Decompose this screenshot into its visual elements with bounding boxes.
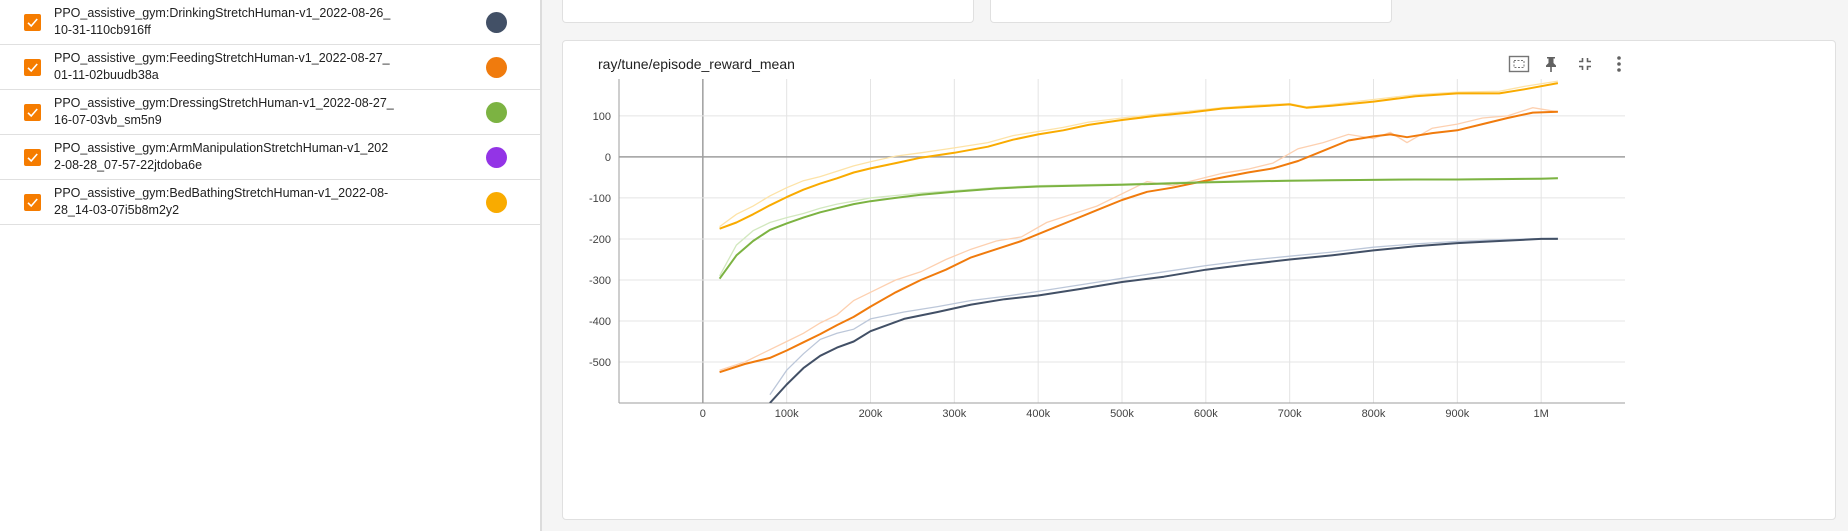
- raw-series-line: [769, 237, 1558, 396]
- x-tick-label: 600k: [1194, 408, 1218, 420]
- y-tick-label: -500: [589, 357, 611, 369]
- run-row[interactable]: PPO_assistive_gym:ArmManipulationStretch…: [0, 135, 540, 180]
- x-tick-label: 900k: [1445, 408, 1469, 420]
- x-tick-label: 500k: [1110, 408, 1134, 420]
- x-tick-label: 200k: [859, 408, 883, 420]
- series-line: [719, 82, 1559, 230]
- run-name: PPO_assistive_gym:DressingStretchHuman-v…: [54, 96, 394, 127]
- raw-series-line: [719, 80, 1559, 228]
- run-row[interactable]: PPO_assistive_gym:BedBathingStretchHuman…: [0, 180, 540, 225]
- raw-series-line: [719, 107, 1559, 371]
- run-color-swatch[interactable]: [486, 147, 507, 168]
- series-line: [718, 177, 1558, 280]
- run-name: PPO_assistive_gym:FeedingStretchHuman-v1…: [54, 51, 390, 82]
- run-name: PPO_assistive_gym:ArmManipulationStretch…: [54, 141, 389, 172]
- x-tick-label: 0: [700, 408, 706, 420]
- fit-domain-icon[interactable]: [1506, 51, 1532, 77]
- run-list: PPO_assistive_gym:DrinkingStretchHuman-v…: [0, 0, 540, 531]
- more-vert-icon[interactable]: [1606, 51, 1632, 77]
- run-color-swatch[interactable]: [486, 192, 507, 213]
- y-tick-label: -300: [589, 275, 611, 287]
- run-name: PPO_assistive_gym:DrinkingStretchHuman-v…: [54, 6, 391, 37]
- collapse-icon[interactable]: [1572, 51, 1598, 77]
- chart-area: ray/tune/episode_reward_mean 0 100k 200k 30…: [542, 0, 1848, 531]
- run-row[interactable]: PPO_assistive_gym:DrinkingStretchHuman-v…: [0, 0, 540, 45]
- y-tick-label: -100: [589, 193, 611, 205]
- checkbox-checked-icon[interactable]: [24, 194, 41, 211]
- checkbox-checked-icon[interactable]: [24, 104, 41, 121]
- x-tick-label: 300k: [942, 408, 966, 420]
- run-color-swatch[interactable]: [486, 102, 507, 123]
- checkbox-checked-icon[interactable]: [24, 59, 41, 76]
- series-line: [719, 110, 1558, 374]
- chart-title: ray/tune/episode_reward_mean: [598, 56, 795, 72]
- run-color-swatch[interactable]: [486, 12, 507, 33]
- x-tick-label: 1M: [1534, 408, 1549, 420]
- chart-card: ray/tune/episode_reward_mean 0 100k 200k 30…: [562, 40, 1836, 520]
- chart-card-stub: [990, 0, 1392, 23]
- y-tick-label: -400: [589, 316, 611, 328]
- y-tick-label: 0: [605, 152, 611, 164]
- run-name: PPO_assistive_gym:BedBathingStretchHuman…: [54, 186, 389, 217]
- run-row[interactable]: PPO_assistive_gym:DressingStretchHuman-v…: [0, 90, 540, 135]
- sidebar-resize-handle[interactable]: [540, 0, 542, 531]
- checkbox-checked-icon[interactable]: [24, 149, 41, 166]
- x-tick-label: 800k: [1362, 408, 1386, 420]
- pin-icon[interactable]: [1538, 51, 1564, 77]
- line-chart[interactable]: 0 100k 200k 300k 400k 500k 600k 700k 800k 900k 1M 1…: [563, 41, 1837, 521]
- series-line: [769, 237, 1558, 403]
- x-tick-label: 400k: [1026, 408, 1050, 420]
- run-color-swatch[interactable]: [486, 57, 507, 78]
- x-tick-label: 700k: [1278, 408, 1302, 420]
- chart-card-stub: [562, 0, 974, 23]
- y-tick-label: -200: [589, 234, 611, 246]
- raw-series-line: [719, 177, 1558, 277]
- checkbox-checked-icon[interactable]: [24, 14, 41, 31]
- run-row[interactable]: PPO_assistive_gym:FeedingStretchHuman-v1…: [0, 45, 540, 90]
- y-tick-label: 100: [593, 111, 611, 123]
- x-tick-label: 100k: [775, 408, 799, 420]
